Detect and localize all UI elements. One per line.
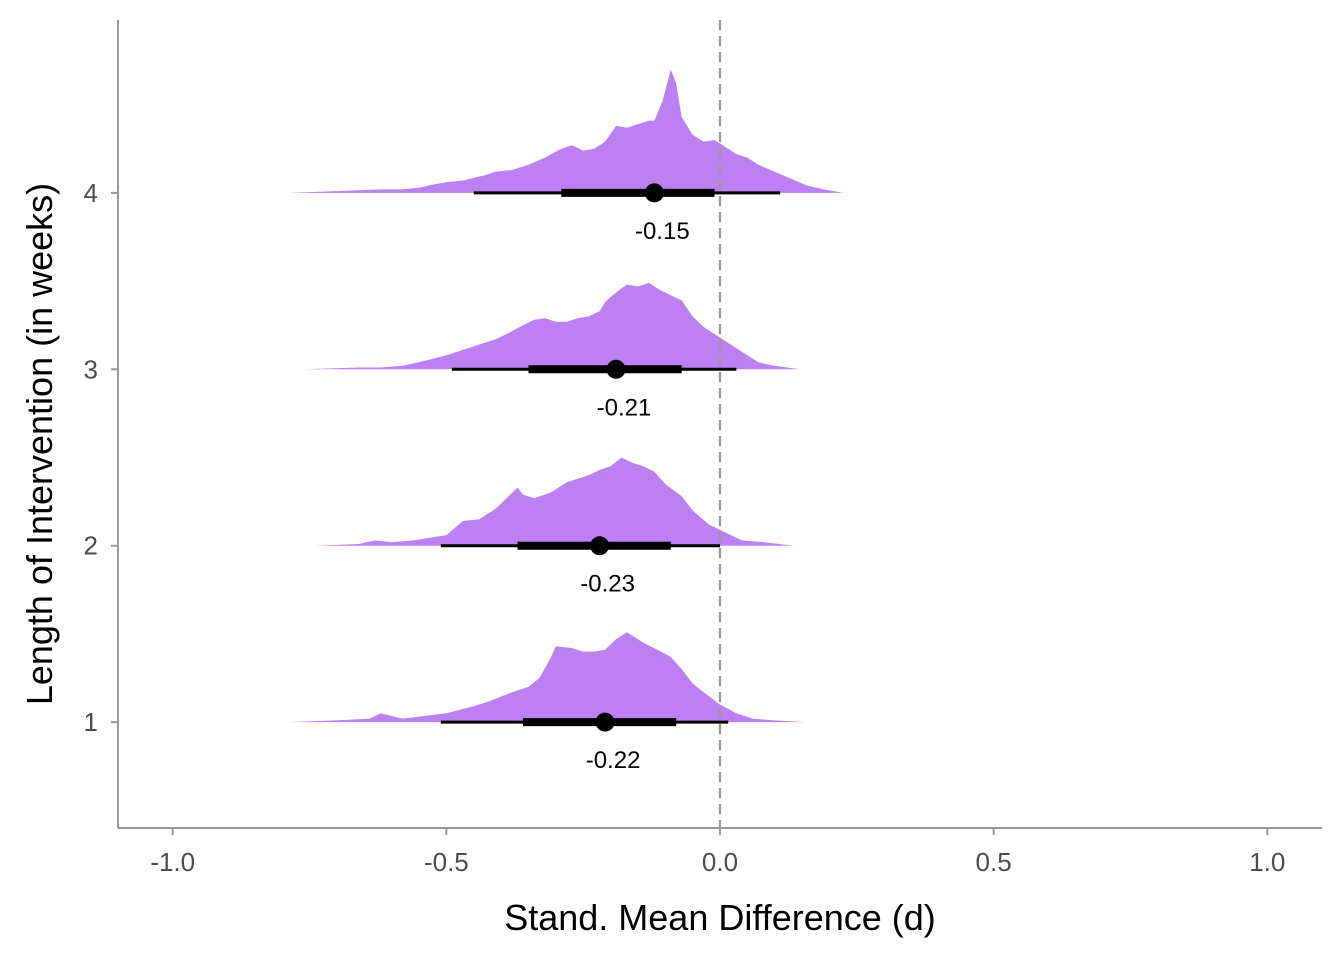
density-2 — [315, 457, 794, 546]
interval-layer — [440, 183, 781, 732]
y-axis-title: Length of Intervention (in weeks) — [19, 183, 60, 705]
x-tick-label: -1.0 — [150, 847, 195, 877]
density-1 — [287, 632, 805, 723]
median-label-4: -0.15 — [635, 218, 690, 245]
x-tick-label: 1.0 — [1249, 847, 1285, 877]
x-tick-label: -0.5 — [424, 847, 469, 877]
median-point-1 — [595, 712, 615, 732]
y-tick-label-1: 1 — [84, 707, 98, 737]
x-tick-label: 0.0 — [702, 847, 738, 877]
median-point-4 — [644, 183, 664, 203]
y-tick-label-2: 2 — [84, 531, 98, 561]
y-tick-label-3: 3 — [84, 354, 98, 384]
x-tick-label: 0.5 — [976, 847, 1012, 877]
median-label-1: -0.22 — [586, 747, 641, 774]
x-axis-title: Stand. Mean Difference (d) — [504, 897, 936, 938]
density-layer — [287, 69, 844, 723]
median-label-2: -0.23 — [580, 571, 635, 598]
annotation-layer: -0.22 -0.23 -0.21 -0.15 — [580, 218, 689, 774]
density-3 — [304, 282, 800, 370]
median-point-3 — [606, 359, 626, 379]
density-4 — [287, 69, 844, 193]
median-label-3: -0.21 — [597, 394, 652, 421]
y-tick-label-4: 4 — [84, 178, 98, 208]
median-point-2 — [590, 536, 610, 556]
x-axis-ticks: -1.0 -0.5 0.0 0.5 1.0 — [150, 828, 1285, 877]
y-axis-ticks: 1 2 3 4 — [84, 178, 118, 737]
